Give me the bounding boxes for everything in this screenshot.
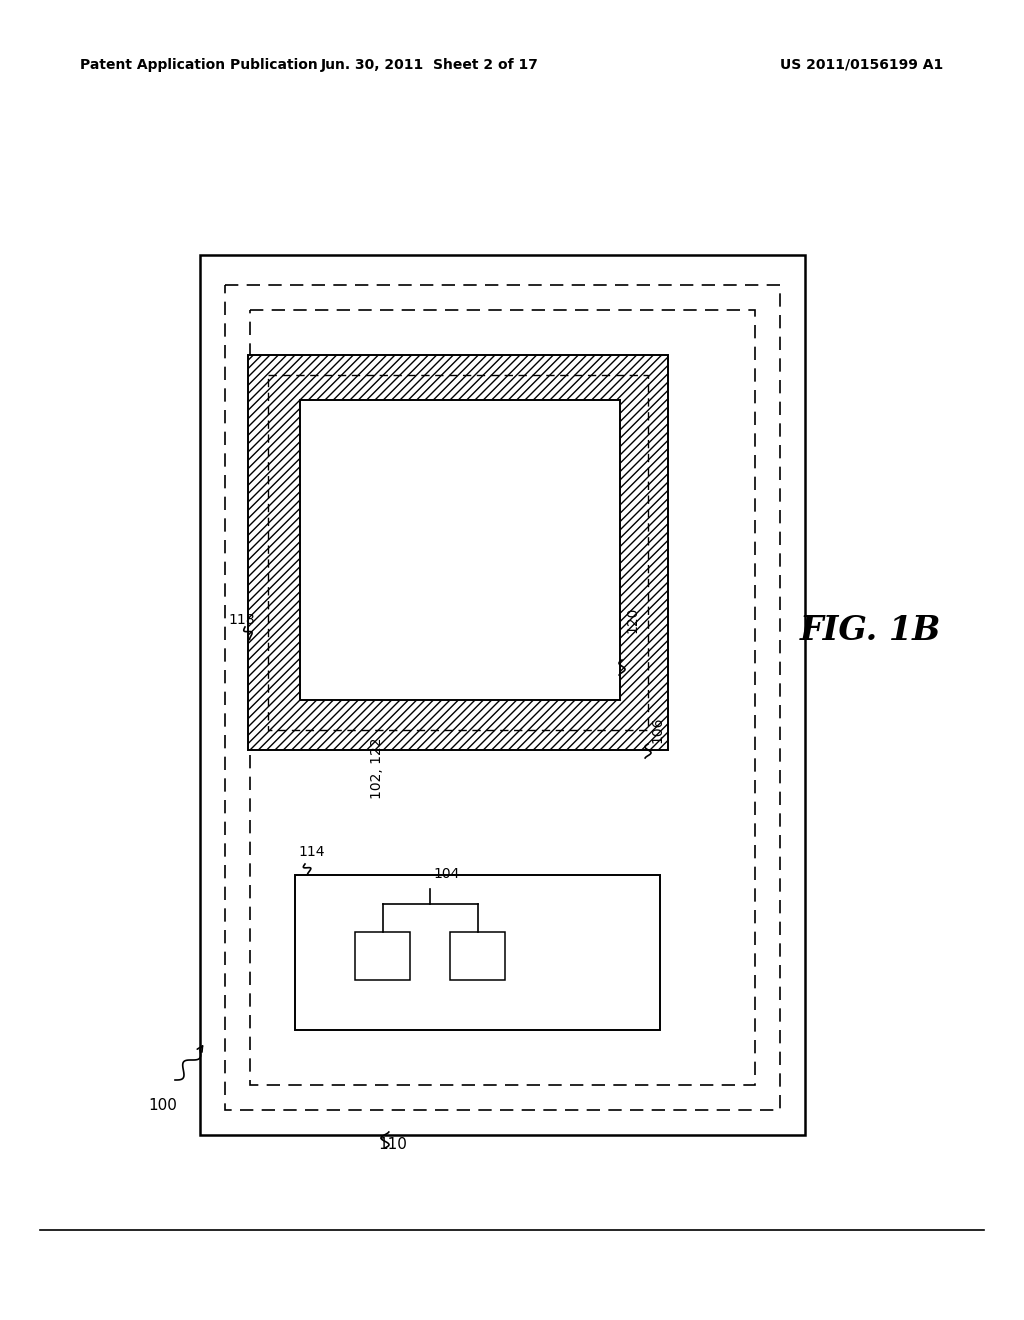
Text: Patent Application Publication: Patent Application Publication	[80, 58, 317, 73]
Text: 110: 110	[378, 1137, 407, 1152]
Bar	[355, 932, 410, 979]
Text: 114: 114	[298, 845, 325, 859]
Bar	[295, 875, 660, 1030]
Bar	[250, 310, 755, 1085]
Text: US 2011/0156199 A1: US 2011/0156199 A1	[780, 58, 943, 73]
Text: 106: 106	[650, 717, 664, 743]
Bar	[268, 375, 648, 730]
Text: 118: 118	[228, 612, 255, 627]
Bar	[300, 400, 620, 700]
Text: 120: 120	[625, 607, 639, 634]
Text: 102, 122: 102, 122	[370, 738, 384, 799]
Text: Jun. 30, 2011  Sheet 2 of 17: Jun. 30, 2011 Sheet 2 of 17	[322, 58, 539, 73]
Bar	[225, 285, 780, 1110]
Bar	[248, 355, 668, 750]
Text: 104: 104	[433, 867, 460, 880]
Bar	[450, 932, 505, 979]
Bar	[200, 255, 805, 1135]
Text: FIG. 1B: FIG. 1B	[800, 614, 941, 647]
Text: 100: 100	[148, 1097, 177, 1113]
